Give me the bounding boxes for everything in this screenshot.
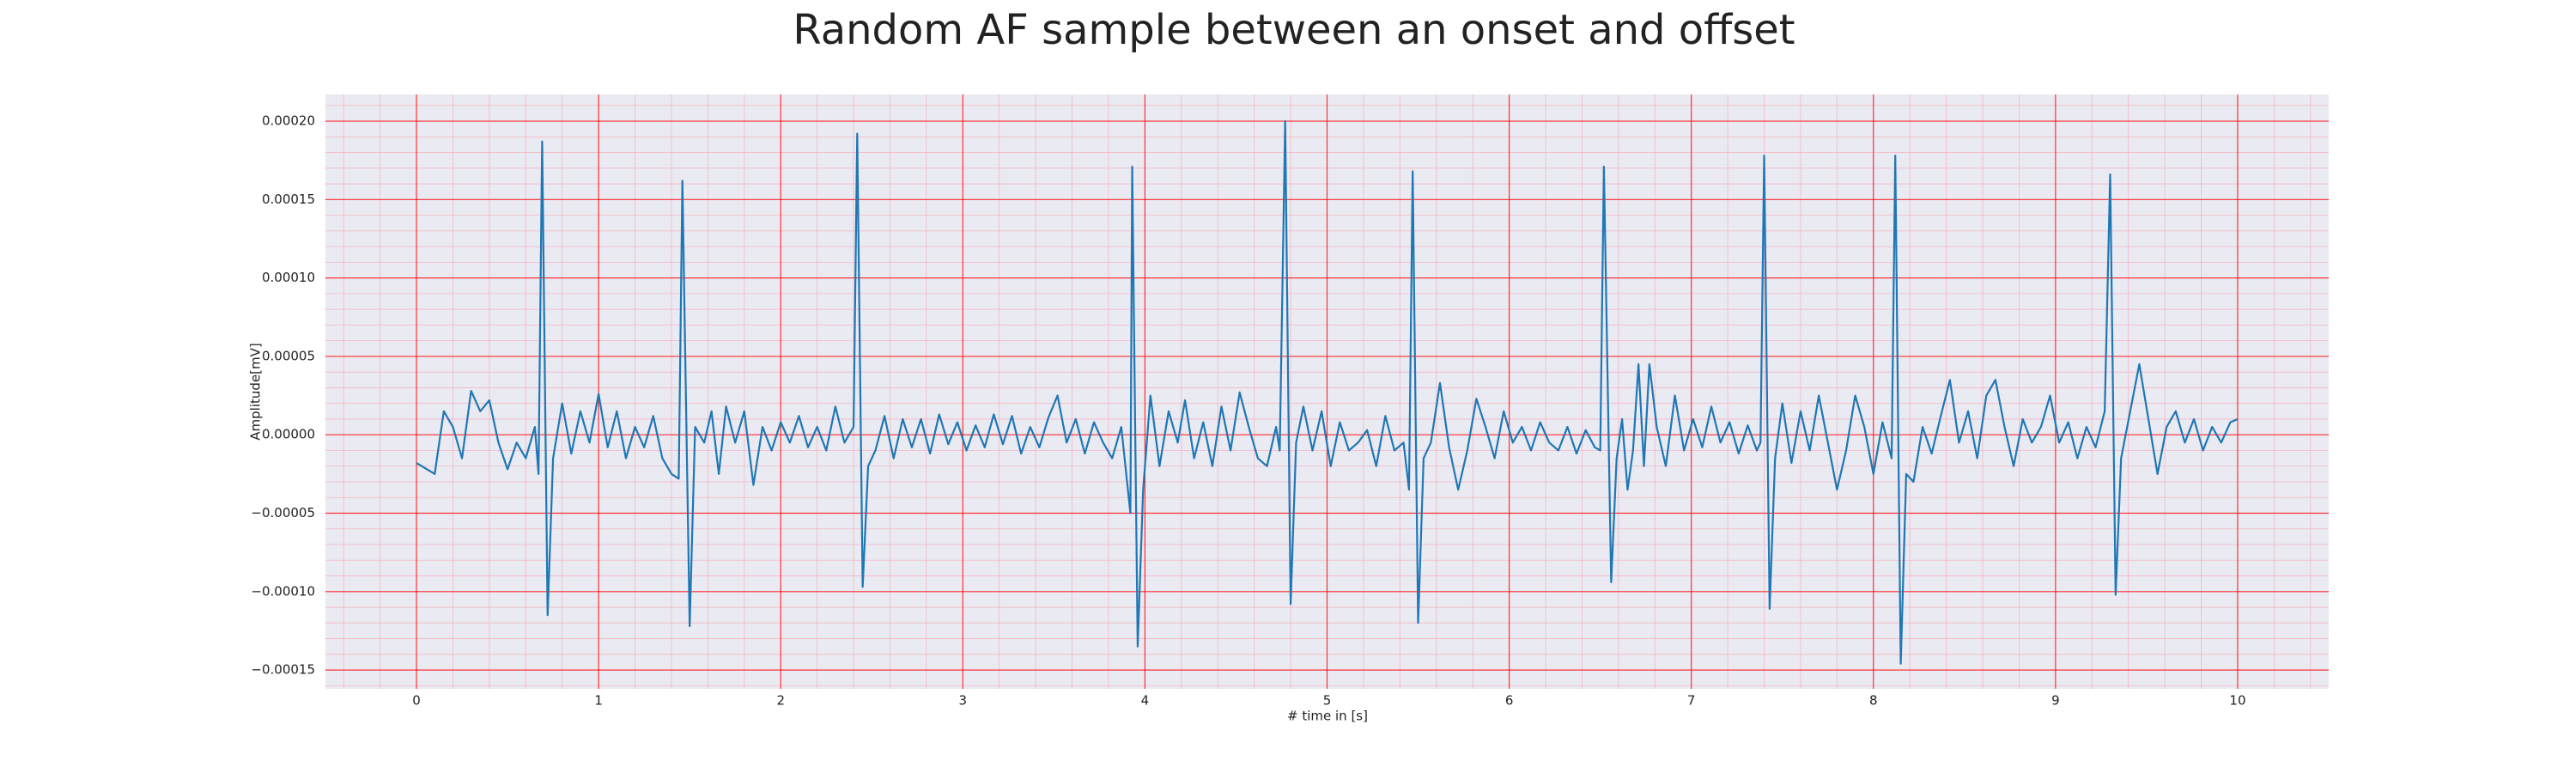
y-tick-label: 0.00010 (262, 270, 315, 285)
y-tick-label: 0.00020 (262, 113, 315, 129)
x-tick-label: 5 (1323, 693, 1332, 709)
x-axis-label: # time in [s] (1287, 709, 1368, 724)
x-tick-label: 8 (1869, 693, 1878, 709)
y-tick-label: 0.00015 (262, 192, 315, 207)
x-tick-label: 1 (594, 693, 603, 709)
x-tick-label: 0 (412, 693, 421, 709)
x-tick-label: 6 (1505, 693, 1514, 709)
x-tick-label: 10 (2229, 693, 2245, 709)
x-tick-label: 4 (1141, 693, 1150, 709)
x-tick-label: 3 (959, 693, 968, 709)
y-tick-label: −0.00005 (251, 505, 315, 520)
y-tick-label: −0.00015 (251, 662, 315, 678)
y-tick-label: 0.00005 (262, 348, 315, 363)
y-tick-label: −0.00010 (251, 583, 315, 599)
y-axis-label: Amplitude[mV] (248, 343, 264, 440)
data-line (416, 119, 2239, 665)
x-tick-label: 9 (2051, 693, 2060, 709)
x-tick-label: 7 (1687, 693, 1696, 709)
x-tick-label: 2 (776, 693, 785, 709)
chart-title: Random AF sample between an onset and of… (793, 6, 1795, 54)
y-tick-label: 0.00000 (262, 427, 315, 442)
